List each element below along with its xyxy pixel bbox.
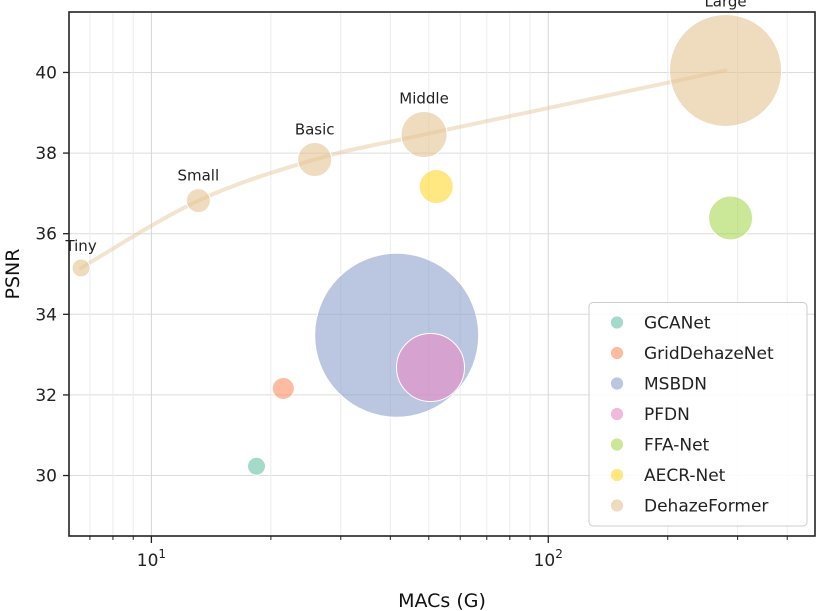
point-label-basic: Basic	[295, 121, 335, 139]
legend-label-msbdn: MSBDN	[644, 375, 707, 395]
point-ffa-net	[708, 195, 754, 241]
legend-label-gcanet: GCANet	[644, 314, 711, 334]
y-tick-label: 40	[35, 63, 57, 83]
legend-box	[588, 302, 808, 527]
point-gcanet	[246, 456, 266, 476]
point-label-middle: Middle	[399, 90, 449, 108]
y-tick-label: 30	[35, 467, 57, 487]
legend-marker-pfdn	[610, 407, 624, 421]
point-dehazeformer	[297, 142, 333, 178]
y-tick-label: 38	[35, 144, 57, 164]
point-dehazeformer	[400, 111, 448, 159]
legend-label-ffa-net: FFA-Net	[644, 436, 710, 456]
y-tick-label: 34	[35, 305, 57, 325]
legend-marker-gcanet	[610, 315, 624, 330]
legend-marker-griddehazenet	[610, 346, 624, 360]
point-dehazeformer	[185, 188, 211, 214]
x-tick-label: 102	[534, 547, 563, 571]
point-label-large: Large	[704, 0, 746, 10]
legend-marker-aecr-net	[610, 468, 624, 482]
y-tick-label: 32	[35, 386, 57, 406]
points-layer	[71, 13, 783, 476]
legend-label-pfdn: PFDN	[644, 405, 690, 425]
legend-label-dehazeformer: DehazeFormer	[644, 497, 768, 517]
legend-marker-msbdn	[610, 376, 624, 391]
axis-layer: 30 32 34 36 38 40 101 102	[35, 63, 788, 571]
x-tick-label: 101	[137, 547, 166, 571]
legend-marker-ffa-net	[610, 437, 624, 452]
legend-marker-dehazeformer	[610, 498, 624, 513]
point-label-small: Small	[177, 167, 219, 185]
legend: GCANet GridDehazeNet MSBDN PFDN FFA-Net AECR-…	[588, 302, 808, 527]
point-label-tiny: Tiny	[64, 237, 96, 255]
x-axis-title: MACs (G)	[398, 590, 486, 611]
legend-label-griddehazenet: GridDehazeNet	[644, 344, 774, 364]
point-aecr-net	[418, 169, 454, 205]
point-griddehazenet	[271, 376, 295, 400]
legend-label-aecr-net: AECR-Net	[644, 466, 726, 486]
point-dehazeformer	[71, 258, 91, 278]
y-tick-label: 36	[35, 225, 57, 245]
annotation-layer: Tiny Small Basic Middle Large	[64, 0, 746, 255]
y-axis-title: PSNR	[2, 249, 24, 300]
plot-frame	[68, 11, 816, 537]
point-dehazeformer	[669, 13, 783, 127]
point-pfdn	[396, 333, 466, 403]
